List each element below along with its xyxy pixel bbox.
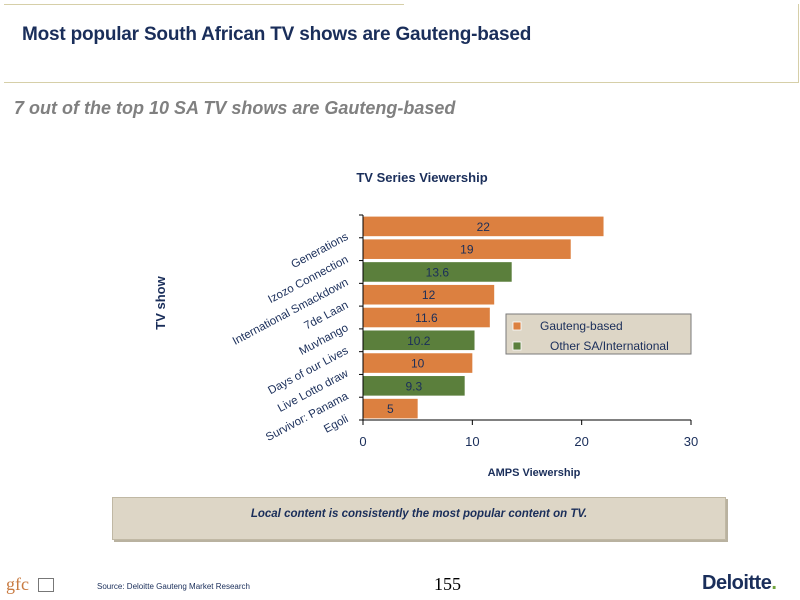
source-note: Source: Deloitte Gauteng Market Research — [97, 582, 250, 591]
data-label: 10.2 — [407, 334, 431, 348]
page-number: 155 — [434, 574, 461, 594]
page-subtitle: 7 out of the top 10 SA TV shows are Gaut… — [14, 98, 456, 118]
callout-box: Local content is consistently the most p… — [112, 497, 726, 540]
data-label: 12 — [422, 288, 436, 302]
legend-label: Other SA/International — [550, 339, 669, 353]
data-label: 22 — [477, 220, 491, 234]
bar — [363, 330, 475, 351]
bar — [363, 239, 571, 259]
data-label: 19 — [460, 243, 474, 257]
legend-swatch — [512, 321, 522, 331]
x-tick-label: 30 — [684, 434, 698, 449]
deloitte-logo-dot: . — [771, 572, 777, 594]
bar — [363, 398, 418, 419]
data-label: 9.3 — [405, 379, 422, 393]
bar — [363, 262, 512, 282]
y-axis-title: TV show — [153, 275, 168, 329]
legend-box — [505, 313, 692, 355]
bar — [363, 307, 490, 328]
gfc-logo-mark — [38, 578, 54, 592]
legend-label: Gauteng-based — [540, 319, 623, 333]
data-label: 10 — [411, 357, 425, 371]
callout-text: Local content is consistently the most p… — [250, 508, 588, 520]
page-title: Most popular South African TV shows are … — [22, 24, 532, 45]
chart-title: TV Series Viewership — [356, 170, 487, 185]
deloitte-logo: Deloitte. — [702, 572, 777, 595]
x-tick-label: 20 — [574, 434, 588, 449]
title-box: Most popular South African TV shows are … — [4, 4, 799, 83]
gfc-logo: gfc — [6, 574, 54, 594]
legend-swatch — [512, 341, 522, 351]
bar — [363, 376, 465, 396]
x-tick-label: 0 — [359, 434, 366, 449]
data-label: 13.6 — [426, 265, 450, 279]
data-label: 5 — [387, 402, 394, 416]
deloitte-logo-text: Deloitte — [702, 572, 772, 594]
x-tick-label: 10 — [465, 434, 479, 449]
gfc-logo-text: gfc — [6, 574, 29, 594]
bar — [363, 284, 495, 305]
y-tick-label: Egoli — [322, 413, 350, 436]
title-divider — [4, 4, 404, 5]
bar — [363, 353, 473, 373]
legend: Gauteng-based Other SA/International — [505, 313, 692, 355]
bar — [363, 216, 604, 237]
x-axis-title: AMPS Viewership — [488, 467, 581, 479]
data-label: 11.6 — [415, 311, 438, 325]
